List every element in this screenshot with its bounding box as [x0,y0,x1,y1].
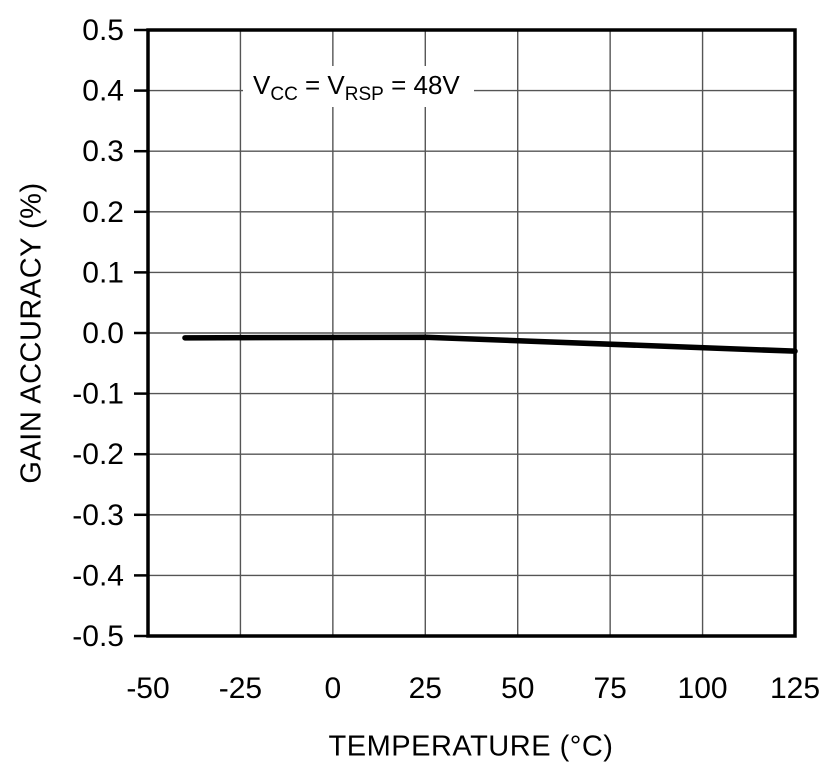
y-tick-label: 0.5 [82,14,124,47]
x-tick-label: 125 [770,672,820,705]
y-tick-label: 0.1 [82,256,124,289]
annotation-subscript-cc: CC [270,84,298,106]
annotation-text: = V [297,70,345,100]
y-tick-label: -0.4 [72,559,124,592]
x-tick-label: 75 [593,672,626,705]
condition-annotation: VCC = VRSP = 48V [243,66,474,107]
x-axis-title: TEMPERATURE (°C) [328,730,614,763]
y-tick-label: 0.4 [82,75,124,108]
y-tick-label: -0.3 [72,499,124,532]
y-tick-label: 0.2 [82,196,124,229]
x-tick-label: -25 [219,672,262,705]
y-tick-label: -0.5 [72,620,124,653]
y-tick-label: -0.2 [72,438,124,471]
annotation-text: V [253,70,271,100]
x-tick-label: 50 [501,672,534,705]
annotation-text: = 48V [383,70,460,100]
annotation-subscript-rsp: RSP [344,84,384,106]
y-axis-title: GAIN ACCURACY (%) [15,182,48,484]
x-tick-label: -50 [126,672,169,705]
x-tick-label: 100 [678,672,728,705]
x-tick-label: 0 [325,672,342,705]
y-tick-label: 0.0 [82,317,124,350]
plot-border [146,28,797,638]
y-tick-label: 0.3 [82,135,124,168]
y-tick-label: -0.1 [72,378,124,411]
x-tick-label: 25 [409,672,442,705]
series-line [182,334,798,354]
